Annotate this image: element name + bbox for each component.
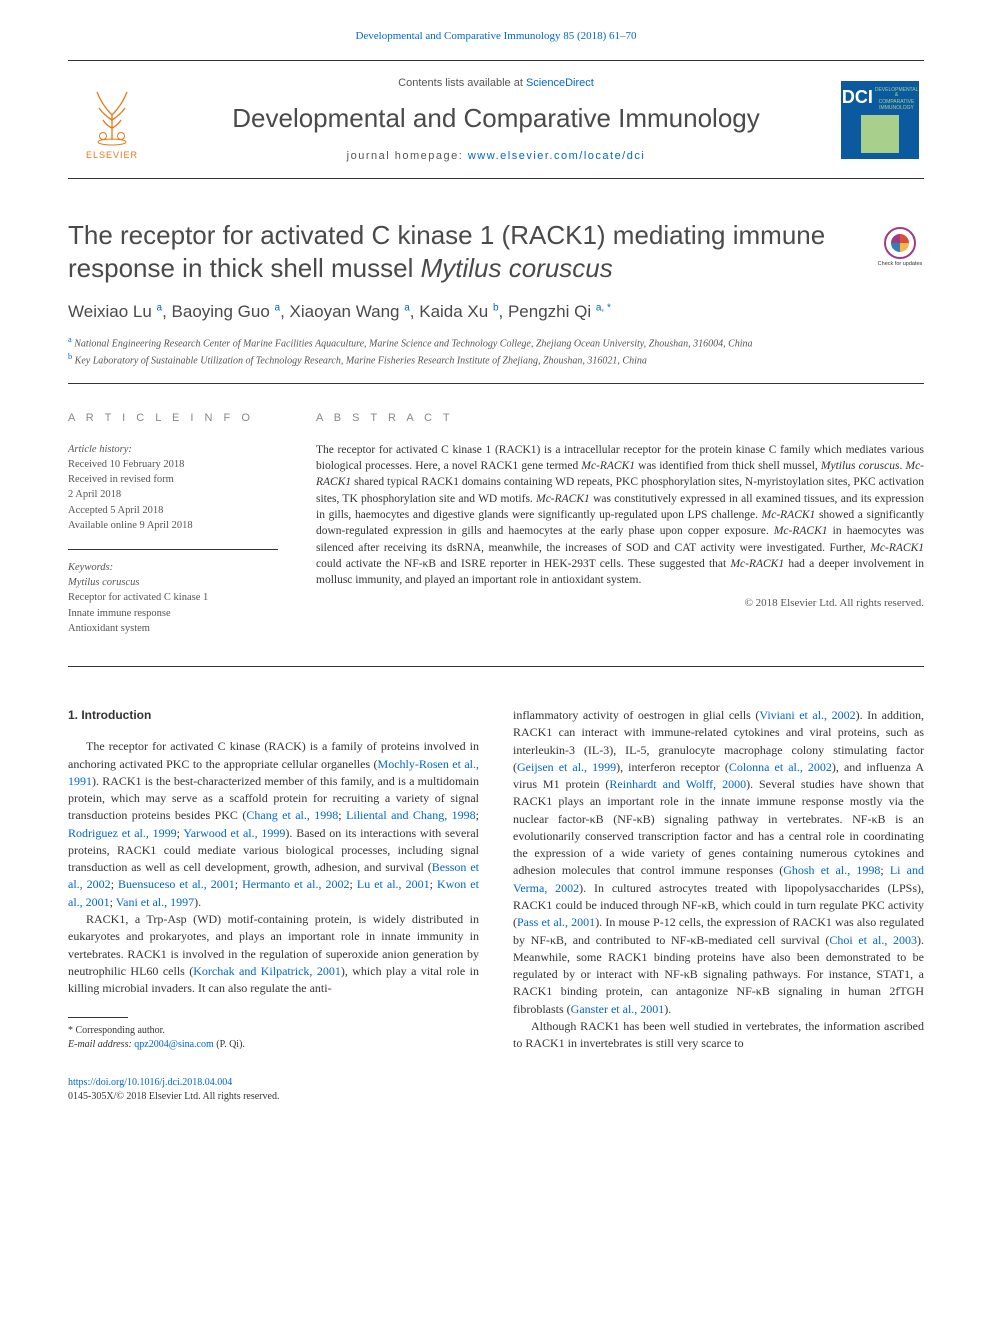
dci-letters: DCI <box>842 87 873 108</box>
contents-line: Contents lists available at ScienceDirec… <box>166 77 826 89</box>
running-head: Developmental and Comparative Immunology… <box>68 30 924 42</box>
elsevier-tree-icon <box>77 80 147 150</box>
introduction-heading: 1. Introduction <box>68 707 479 724</box>
corresponding-author-note: * Corresponding author. <box>68 1024 479 1038</box>
dci-square-icon <box>861 115 899 153</box>
footer-meta: https://doi.org/10.1016/j.dci.2018.04.00… <box>68 1076 479 1104</box>
journal-name: Developmental and Comparative Immunology <box>166 103 826 134</box>
keywords-block: Keywords: Mytilus coruscus Receptor for … <box>68 560 278 636</box>
divider <box>68 549 278 550</box>
svg-text:Check for updates: Check for updates <box>878 261 923 267</box>
check-updates-icon[interactable]: Check for updates <box>876 223 924 271</box>
divider <box>68 666 924 667</box>
journal-cover-logo: DCI DEVELOPMENTAL & COMPARATIVE IMMUNOLO… <box>836 71 924 168</box>
issn-copyright: 0145-305X/© 2018 Elsevier Ltd. All right… <box>68 1091 279 1102</box>
affiliations: a National Engineering Research Center o… <box>68 334 924 369</box>
body-col-left: 1. Introduction The receptor for activat… <box>68 707 479 1104</box>
body-paragraph: inflammatory activity of oestrogen in gl… <box>513 707 924 1018</box>
sciencedirect-link[interactable]: ScienceDirect <box>526 77 594 89</box>
journal-homepage: journal homepage: www.elsevier.com/locat… <box>166 150 826 162</box>
abstract-copyright: © 2018 Elsevier Ltd. All rights reserved… <box>316 597 924 609</box>
journal-homepage-link[interactable]: www.elsevier.com/locate/dci <box>468 150 645 162</box>
abstract-text: The receptor for activated C kinase 1 (R… <box>316 442 924 589</box>
elsevier-label: ELSEVIER <box>86 150 138 160</box>
body-paragraph: Although RACK1 has been well studied in … <box>513 1018 924 1053</box>
doi-link[interactable]: https://doi.org/10.1016/j.dci.2018.04.00… <box>68 1077 232 1088</box>
email-link[interactable]: qpz2004@sina.com <box>134 1039 213 1050</box>
article-info-heading: A R T I C L E I N F O <box>68 412 278 424</box>
divider <box>68 383 924 384</box>
article-title: The receptor for activated C kinase 1 (R… <box>68 219 856 284</box>
footnote-separator <box>68 1017 128 1018</box>
running-head-link[interactable]: Developmental and Comparative Immunology… <box>355 30 636 42</box>
authors: Weixiao Lu a, Baoying Guo a, Xiaoyan Wan… <box>68 302 924 322</box>
body-paragraph: RACK1, a Trp-Asp (WD) motif-containing p… <box>68 911 479 997</box>
elsevier-logo: ELSEVIER <box>68 71 156 168</box>
body-columns: 1. Introduction The receptor for activat… <box>68 707 924 1104</box>
body-paragraph: The receptor for activated C kinase (RAC… <box>68 738 479 911</box>
body-col-right: inflammatory activity of oestrogen in gl… <box>513 707 924 1104</box>
email-note: E-mail address: qpz2004@sina.com (P. Qi)… <box>68 1038 479 1052</box>
abstract-heading: A B S T R A C T <box>316 412 924 424</box>
article-history: Article history: Received 10 February 20… <box>68 442 278 533</box>
journal-header: ELSEVIER Contents lists available at Sci… <box>68 60 924 179</box>
